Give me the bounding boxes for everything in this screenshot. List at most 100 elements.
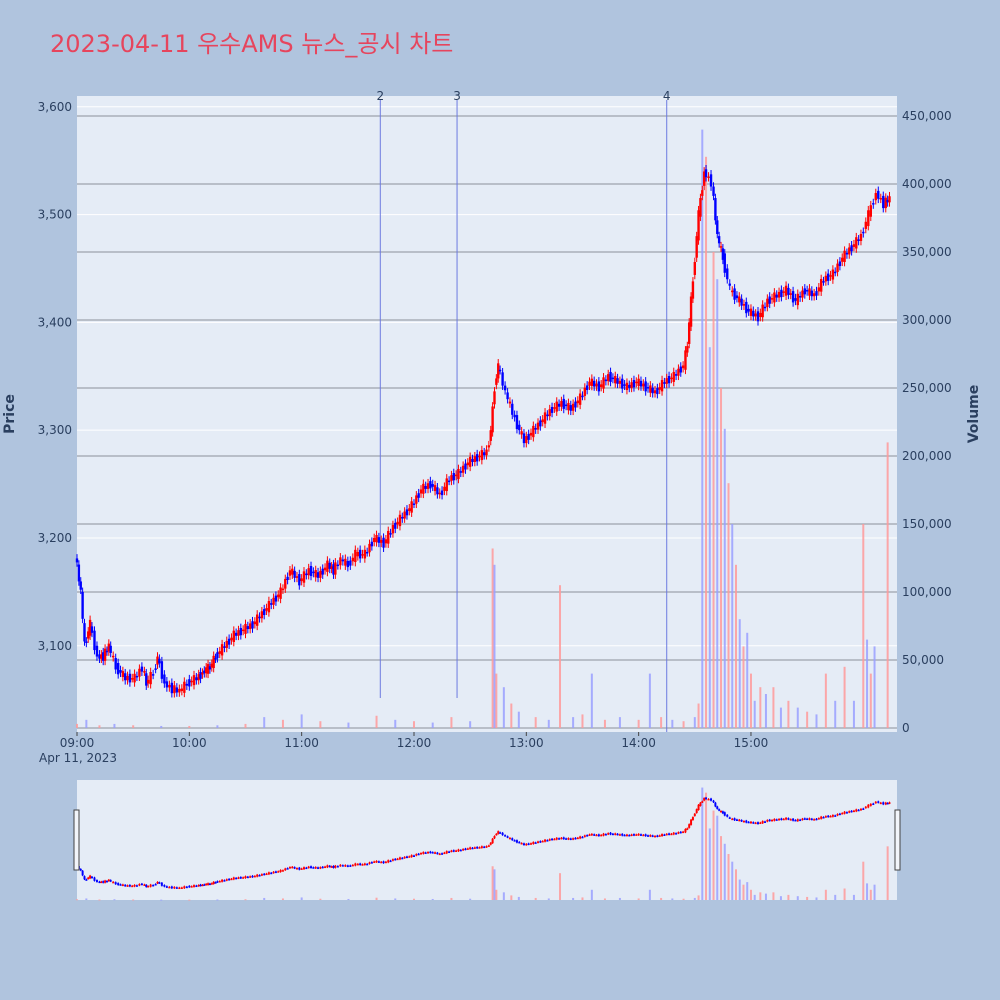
price-candle	[843, 250, 846, 263]
price-candle	[396, 521, 399, 525]
range-slider-candle	[501, 832, 504, 836]
volume-bar	[723, 428, 726, 728]
volume-bar	[132, 725, 135, 728]
price-candle	[165, 681, 169, 688]
range-slider-volume-bar	[347, 898, 350, 900]
range-slider-candle	[537, 841, 540, 843]
price-candle	[405, 509, 409, 516]
range-slider-candle	[480, 846, 483, 848]
price-candle	[154, 668, 157, 670]
price-candle	[583, 387, 587, 396]
price-tick-label: 3,200	[38, 531, 72, 545]
price-candle	[749, 308, 753, 316]
price-candle	[780, 289, 783, 298]
price-candle	[560, 401, 563, 407]
price-candle	[653, 390, 657, 394]
price-candle	[712, 186, 715, 196]
price-candle	[578, 393, 582, 405]
range-slider-volume-bar	[873, 884, 876, 900]
range-slider-candle	[140, 883, 143, 886]
range-slider-candle	[434, 852, 437, 854]
range-slider-volume-bar	[281, 898, 284, 900]
volume-bar	[759, 687, 762, 728]
range-slider-candle	[473, 847, 476, 849]
price-candle	[433, 485, 437, 492]
range-slider-candle	[408, 856, 411, 858]
range-slider-candle	[230, 878, 233, 881]
range-slider-candle	[600, 834, 603, 837]
price-candle	[693, 262, 697, 275]
range-slider-candle	[178, 887, 181, 890]
range-slider-candle	[93, 877, 96, 881]
range-slider-candle	[242, 877, 245, 879]
price-candle	[872, 203, 875, 205]
volume-layer	[76, 129, 889, 729]
range-slider-candle	[156, 881, 159, 884]
range-slider-candle	[728, 817, 731, 819]
range-slider-candle	[639, 834, 642, 836]
range-slider-volume-bar	[375, 897, 378, 900]
range-slider-candle	[251, 875, 254, 878]
price-candle	[131, 678, 134, 680]
range-slider-candle	[239, 877, 242, 879]
range-slider-candle	[670, 833, 673, 836]
range-slider-candle	[632, 834, 635, 836]
range-slider-candle	[436, 852, 439, 855]
price-candle	[258, 616, 261, 619]
price-candle	[546, 414, 549, 417]
volume-bar	[862, 524, 865, 728]
price-candle	[536, 422, 540, 430]
range-slider-candle	[541, 840, 544, 843]
price-candle	[197, 674, 200, 681]
price-candle	[787, 287, 790, 295]
volume-bar	[701, 129, 704, 729]
range-slider-candle	[121, 884, 124, 886]
price-candle	[365, 551, 369, 554]
price-candle	[380, 539, 383, 543]
range-slider-candle	[544, 839, 547, 842]
price-candle	[185, 683, 189, 686]
range-slider-candle	[445, 851, 448, 854]
range-slider-candle	[319, 867, 322, 869]
price-candle	[857, 239, 860, 241]
range-slider-candle	[469, 847, 472, 850]
volume-bar	[76, 723, 78, 728]
range-slider-volume-bar	[572, 897, 575, 900]
price-candle	[180, 688, 184, 692]
price-candle	[241, 629, 245, 632]
range-slider-candle	[401, 857, 404, 860]
price-candle	[140, 666, 144, 672]
price-candle	[498, 369, 502, 372]
price-candle	[581, 395, 584, 398]
price-candle	[126, 675, 129, 681]
range-slider-candle	[529, 843, 532, 845]
volume-bar	[731, 524, 734, 728]
range-slider-left-handle[interactable]	[73, 809, 80, 871]
range-slider-candle	[119, 884, 122, 886]
price-candle	[232, 630, 235, 642]
range-slider-volume-bar	[559, 873, 562, 900]
range-slider-candle	[754, 822, 757, 825]
range-slider-right-handle[interactable]	[894, 809, 901, 871]
range-slider-candle	[387, 860, 390, 863]
range-slider-candle	[822, 817, 825, 819]
range-slider-candle	[314, 866, 317, 869]
volume-bar	[412, 721, 415, 728]
price-candle	[571, 403, 575, 411]
range-slider-volume-bar	[693, 897, 696, 900]
price-candle	[227, 638, 231, 645]
range-slider-volume-bar	[98, 899, 101, 901]
price-candle	[495, 378, 498, 385]
range-slider-candle	[857, 809, 860, 812]
price-candle	[253, 621, 257, 625]
range-slider-candle	[147, 885, 150, 888]
range-slider-candle	[834, 815, 837, 817]
price-candle	[279, 587, 282, 599]
price-candle	[323, 567, 327, 571]
range-slider-candle	[616, 833, 619, 836]
range-slider-candle	[693, 813, 696, 816]
price-candle	[754, 313, 757, 317]
range-slider-candle	[675, 833, 678, 835]
range-slider-candle	[459, 849, 462, 852]
volume-bar	[787, 700, 790, 728]
